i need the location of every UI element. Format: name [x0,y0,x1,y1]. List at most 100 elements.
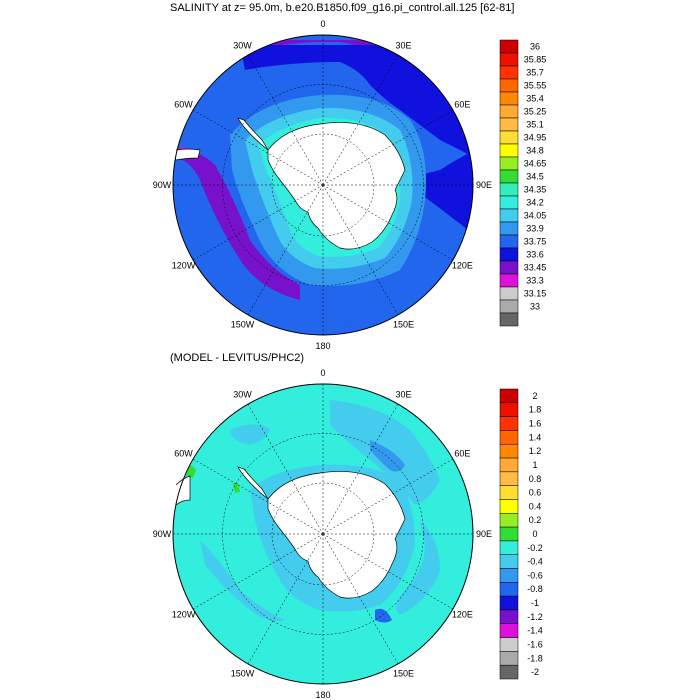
colorbar-label: 0.4 [529,501,542,511]
difference-map: 0 30E 60E 90E 120E 150E 180 150W 120W 90W 60W 30W [153,368,492,700]
colorbar-bottom: 2 1.8 1.6 1.4 1.2 1 0.8 0.6 0.4 0.2 0 -0.2 -0.4 -0.6 -… [499,388,543,680]
colorbar-label: -0.6 [527,570,543,580]
longitude-label: 120E [452,261,473,271]
antarctica-land-bottom [267,471,406,599]
colorbar-label: -0.2 [527,543,543,553]
colorbar-label: -1 [531,598,539,608]
colorbar-label: 33.75 [524,237,547,247]
colorbar-label: 34.95 [524,133,547,143]
bottom-panel-title: (MODEL - LEVITUS/PHC2) [170,352,305,364]
colorbar-swatch [499,416,519,431]
longitude-label: 150E [393,668,414,678]
longitude-label: 0 [320,19,325,29]
colorbar-swatch [499,208,519,223]
longitude-label: 180 [315,341,330,351]
colorbar-swatch [499,402,519,417]
colorbar-swatch [499,526,519,542]
colorbar-swatch [499,78,519,93]
graticule-top [173,35,473,335]
colorbar-label: -2 [531,667,539,677]
colorbar-label: 35.1 [526,120,544,130]
longitude-labels-top: 0 30E 60E 90E 120E 150E 180 150W 120W 90W 60W 30W [153,19,492,351]
colorbar-swatch [499,430,519,445]
colorbar-swatch [499,471,519,486]
longitude-label: 30E [395,390,411,400]
longitude-label: 30W [233,41,252,51]
colorbar-swatch [499,247,519,262]
colorbar-swatch [499,273,519,288]
colorbar-swatch [499,143,519,158]
colorbar-label: -1.8 [527,653,543,663]
colorbar-swatch [499,195,519,210]
colorbar-label: 33.3 [526,276,544,286]
longitude-label: 120W [172,261,196,271]
top-panel-title: SALINITY at z= 95.0m, b.e20.B1850.f09_g1… [170,2,515,14]
longitude-label: 60W [174,449,193,459]
colorbar-label: -1.4 [527,626,543,636]
longitude-label: 150W [231,319,255,329]
colorbar-swatch [499,540,519,555]
colorbar-swatch [499,156,519,171]
colorbar-label: -1.6 [527,639,543,649]
colorbar-label: 35.7 [526,68,544,78]
longitude-label: 180 [315,690,330,700]
colorbar-label: 1.4 [529,432,542,442]
colorbar-swatch [499,582,519,597]
colorbar-label: 35.25 [524,107,547,117]
longitude-label: 90E [476,180,492,190]
longitude-labels-bottom: 0 30E 60E 90E 120E 150E 180 150W 120W 90W 60W 30W [153,368,492,700]
colorbar-label: 34.35 [524,185,547,195]
colorbar-swatch [499,39,519,54]
colorbar-label: -1.2 [527,612,543,622]
longitude-label: 150E [393,319,414,329]
colorbar-top: 36 35.85 35.7 35.55 35.4 35.25 35.1 34.95 34.8 34… [499,39,547,327]
colorbar-swatch [499,104,519,119]
colorbar-swatch [499,568,519,583]
colorbar-label: 34.2 [526,198,544,208]
colorbar-swatch [499,388,519,404]
salinity-map: 0 30E 60E 90E 120E 150E 180 150W 120W 90W 60W 30W [153,19,492,351]
colorbar-swatch [499,595,519,611]
colorbar-swatch [499,65,519,80]
colorbar-label: 33.6 [526,250,544,260]
colorbar-label: 1 [532,460,537,470]
colorbar-swatch [499,91,519,106]
colorbar-label: 1.6 [529,419,542,429]
longitude-label: 30E [395,41,411,51]
colorbar-swatch [499,651,519,666]
colorbar-swatch [499,234,519,249]
colorbar-label: 35.4 [526,94,544,104]
colorbar-label: 0.8 [529,474,542,484]
colorbar-swatch [499,457,519,473]
colorbar-swatch [499,169,519,184]
colorbar-label: 36 [530,42,540,52]
colorbar-swatch [499,609,519,625]
colorbar-swatch [499,52,519,67]
colorbar-swatch [499,260,519,275]
longitude-label: 120E [452,610,473,620]
colorbar-label: 34.65 [524,159,547,169]
colorbar-label: 0.2 [529,515,542,525]
colorbar-label: 1.8 [529,405,542,415]
colorbar-label: 0 [532,529,537,539]
colorbar-label: -0.4 [527,557,543,567]
colorbar-label: 34.8 [526,146,544,156]
longitude-label: 90W [153,180,172,190]
colorbar-swatch [499,443,519,459]
colorbar-label: 35.55 [524,81,547,91]
colorbar-swatch [499,299,519,314]
graticule-bottom [173,384,473,684]
colorbar-swatch [499,664,519,680]
colorbar-swatch [499,637,519,652]
colorbar-swatch [499,182,519,197]
colorbar-label: 0.6 [529,488,542,498]
colorbar-label: 33.9 [526,224,544,234]
longitude-label: 120W [172,610,196,620]
longitude-label: 0 [320,368,325,378]
colorbar-label: 1.2 [529,446,542,456]
map-border-bottom [172,383,474,685]
longitude-label: 90W [153,529,172,539]
salinity-band-deepblue [240,45,470,155]
longitude-label: 60E [454,449,470,459]
colorbar-label: 33 [530,302,540,312]
